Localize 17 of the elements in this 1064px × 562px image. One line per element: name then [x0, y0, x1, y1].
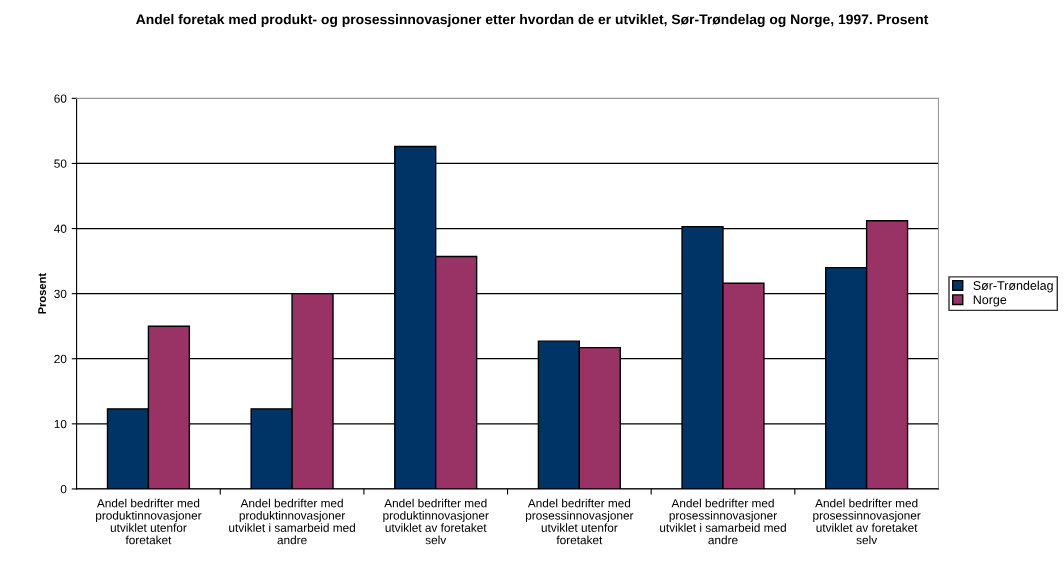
x-tick-label: Andel bedrifter med prosessinnovasjoner utviklet i samarbeid med andre	[660, 498, 786, 545]
y-tick-label: 0	[60, 484, 67, 494]
y-tick-label: 30	[54, 289, 67, 299]
legend-label: Norge	[973, 295, 1007, 307]
x-tick-label: Andel bedrifter med produktinnovasjoner utviklet i samarbeid med andre	[229, 498, 355, 545]
chart-title: Andel foretak med produkt- og prosessinnovasjoner etter hvordan de er utviklet, Sør-Trøndelag og Norge, 1997. Prosent	[136, 14, 929, 28]
x-tick-label: Andel bedrifter med produktinnovasjoner utviklet av foretaket selv	[383, 498, 489, 545]
y-tick-label: 50	[54, 159, 67, 168]
x-tick-label: Andel bedrifter med prosessinnovasjoner utviklet av foretaket selv	[813, 498, 921, 545]
y-tick-label: 60	[54, 94, 67, 103]
y-axis-title: Prosent	[38, 273, 46, 314]
x-tick-label: Andel bedrifter med produktinnovasjoner utviklet utenfor foretaket	[96, 498, 202, 545]
y-tick-label: 10	[54, 419, 67, 429]
legend-label: Sør-Trøndelag	[973, 280, 1053, 293]
x-tick-label: Andel bedrifter med prosessinnovasjoner utviklet utenfor foretaket	[525, 498, 634, 545]
y-tick-label: 20	[54, 354, 67, 364]
y-tick-label: 40	[54, 224, 67, 233]
